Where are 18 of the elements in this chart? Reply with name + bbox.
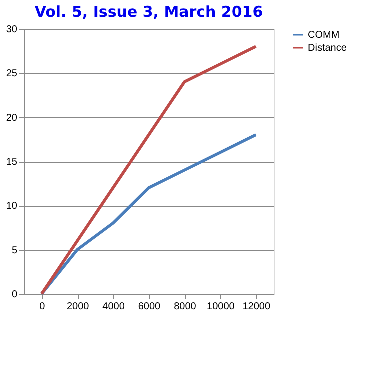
line-series: [40, 45, 258, 296]
legend-label: Distance: [308, 43, 348, 54]
y-tick-label: 15: [6, 157, 18, 168]
x-tick-label: 4000: [102, 302, 126, 312]
x-tick-label: 10000: [207, 302, 236, 312]
chart-title: Vol. 5, Issue 3, March 2016: [34, 3, 264, 21]
y-tick-label: 10: [6, 201, 18, 212]
y-tick-label: 30: [6, 24, 18, 36]
x-tick-label: 0: [40, 302, 46, 312]
y-tick-label: 20: [6, 112, 18, 124]
y-tick-label: 25: [6, 68, 18, 80]
x-tick-label: 8000: [174, 302, 197, 312]
x-tick-label: 12000: [242, 302, 271, 312]
x-tick-label: 2000: [66, 302, 90, 312]
x-tick-label: 6000: [138, 302, 162, 312]
y-tick-label: 0: [12, 290, 18, 300]
legend-label: COMM: [308, 30, 340, 41]
y-tick-label: 5: [12, 245, 18, 256]
